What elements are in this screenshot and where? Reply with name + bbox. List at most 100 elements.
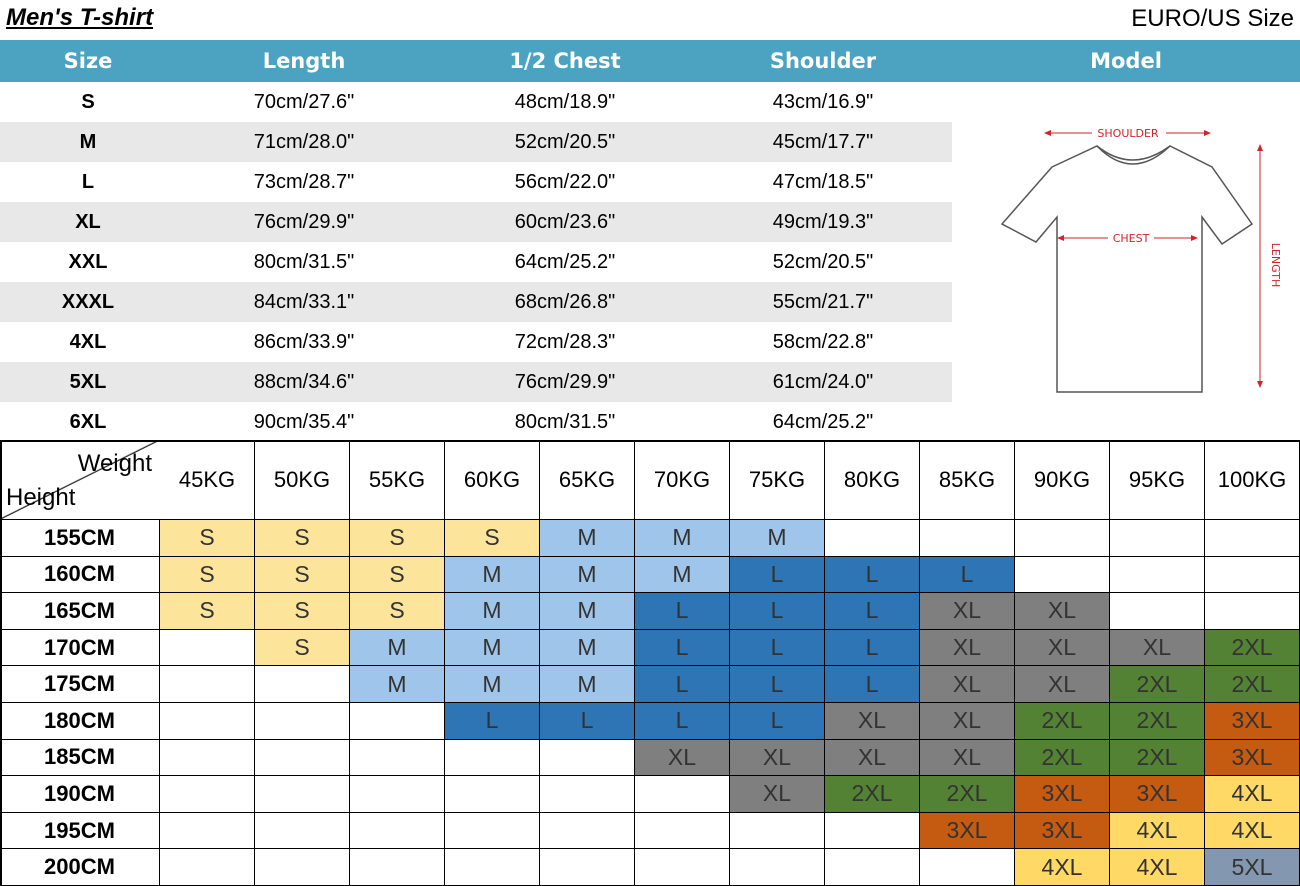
size-cell: L xyxy=(825,593,920,630)
length-label: LENGTH xyxy=(1269,243,1282,287)
size-cell xyxy=(540,776,635,813)
weight-header: 80KG xyxy=(825,440,920,520)
size-cell: L xyxy=(730,593,825,630)
height-label: 200CM xyxy=(0,849,160,886)
size: L xyxy=(81,170,95,193)
column-header: Length xyxy=(262,49,346,73)
column-header: Size xyxy=(63,49,113,73)
size-cell: 3XL xyxy=(1110,776,1205,813)
size-cell: L xyxy=(635,593,730,630)
measure: 56cm/22.0" xyxy=(514,170,616,193)
size-cell xyxy=(350,703,445,740)
size-cell: XL xyxy=(635,739,730,777)
weight-header: 45KG xyxy=(160,440,255,520)
size-cell: L xyxy=(635,703,730,740)
measure: 86cm/33.9" xyxy=(253,330,355,353)
measure: 90cm/35.4" xyxy=(253,410,355,433)
size-cell: M xyxy=(445,666,540,703)
tshirt-diagram: SHOULDER CHEST LENGTH xyxy=(1000,127,1282,393)
measure: 84cm/33.1" xyxy=(253,290,355,313)
size-cell xyxy=(255,776,350,813)
measure: 80cm/31.5" xyxy=(514,410,616,433)
size-cell xyxy=(160,666,255,703)
size-cell xyxy=(540,849,635,886)
size-cell: 4XL xyxy=(1205,812,1300,850)
size-cell: L xyxy=(730,556,825,594)
size-cell: 2XL xyxy=(920,776,1015,813)
size-cell: 3XL xyxy=(1015,776,1110,813)
size-cell xyxy=(540,812,635,850)
size-cell: L xyxy=(730,703,825,740)
measure: 88cm/34.6" xyxy=(253,370,355,393)
size-cell: L xyxy=(730,629,825,667)
size-cell: M xyxy=(445,629,540,667)
size-cell xyxy=(160,739,255,777)
size-cell: 4XL xyxy=(1205,776,1300,813)
size: M xyxy=(79,130,97,153)
size-cell: XL xyxy=(920,739,1015,777)
height-label: 155CM xyxy=(0,520,160,557)
size-cell: XL xyxy=(920,703,1015,740)
size-cell: S xyxy=(160,593,255,630)
size: 5XL xyxy=(69,370,107,393)
size-cell: XL xyxy=(920,629,1015,667)
size-cell: M xyxy=(540,520,635,557)
size-cell: M xyxy=(445,556,540,594)
size-cell xyxy=(1205,593,1300,630)
size-cell: 3XL xyxy=(1015,812,1110,850)
size-cell: L xyxy=(825,666,920,703)
size-cell xyxy=(1015,520,1110,557)
size-cell xyxy=(255,812,350,850)
measure: 71cm/28.0" xyxy=(253,130,355,153)
size-cell: S xyxy=(350,593,445,630)
size-cell: M xyxy=(540,593,635,630)
size-cell: S xyxy=(255,556,350,594)
size-cell: S xyxy=(160,556,255,594)
height-label: 165CM xyxy=(0,593,160,630)
measure: 64cm/25.2" xyxy=(514,250,616,273)
size-cell: XL xyxy=(825,739,920,777)
measure: 49cm/19.3" xyxy=(772,210,874,233)
size-cell xyxy=(825,849,920,886)
size-cell xyxy=(350,739,445,777)
size-cell: L xyxy=(825,629,920,667)
measure: 76cm/29.9" xyxy=(514,370,616,393)
title: Men's T-shirt xyxy=(6,4,154,31)
size-cell: 2XL xyxy=(1205,666,1300,703)
size-cell xyxy=(350,812,445,850)
height-label: 175CM xyxy=(0,666,160,703)
height-label: 185CM xyxy=(0,739,160,777)
weight-header: 65KG xyxy=(540,440,635,520)
weight-header: 90KG xyxy=(1015,440,1110,520)
measure: 48cm/18.9" xyxy=(514,90,616,113)
size-cell: L xyxy=(730,666,825,703)
size-cell: XL xyxy=(920,593,1015,630)
size-cell xyxy=(160,812,255,850)
size-cell: 5XL xyxy=(1205,849,1300,886)
size-cell: 2XL xyxy=(1110,739,1205,777)
height-label: 190CM xyxy=(0,776,160,813)
size-cell xyxy=(1015,556,1110,594)
weight-header: 70KG xyxy=(635,440,730,520)
size-cell: M xyxy=(730,520,825,557)
size-cell: S xyxy=(350,556,445,594)
size-cell: S xyxy=(255,520,350,557)
size-cell xyxy=(445,849,540,886)
measure: 60cm/23.6" xyxy=(514,210,616,233)
height-label: 195CM xyxy=(0,812,160,850)
size-cell: S xyxy=(255,593,350,630)
measure: 55cm/21.7" xyxy=(772,290,874,313)
size-cell xyxy=(1110,556,1205,594)
measure: 52cm/20.5" xyxy=(772,250,874,273)
measure: 72cm/28.3" xyxy=(514,330,616,353)
row-bg xyxy=(0,202,952,242)
size-cell xyxy=(920,520,1015,557)
size: XL xyxy=(75,210,101,233)
size-cell: XL xyxy=(920,666,1015,703)
size-cell: S xyxy=(445,520,540,557)
size-cell: S xyxy=(255,629,350,667)
measure: 68cm/26.8" xyxy=(514,290,616,313)
size-cell: 4XL xyxy=(1110,849,1205,886)
measure: 58cm/22.8" xyxy=(772,330,874,353)
